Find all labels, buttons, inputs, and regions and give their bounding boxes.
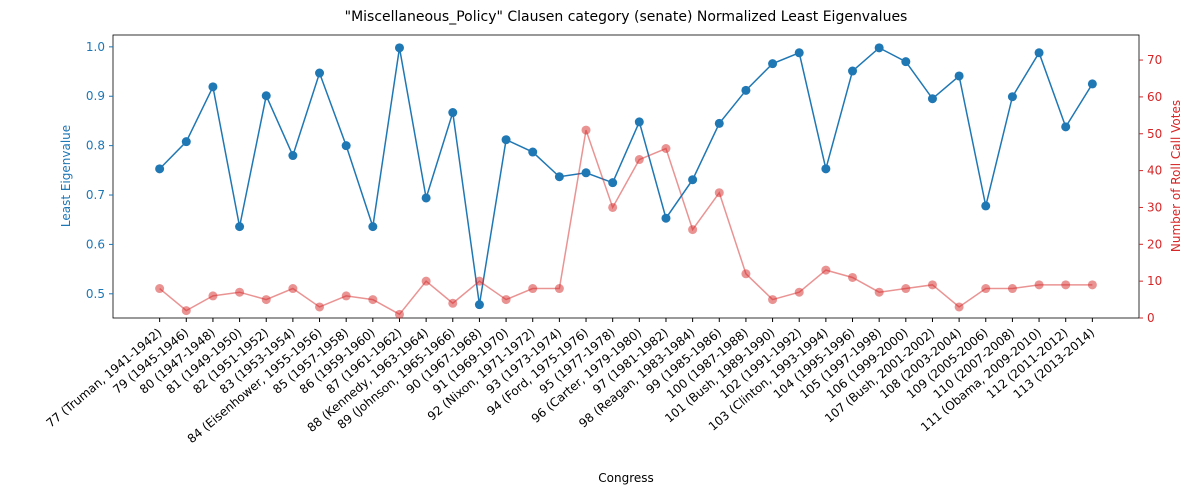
series-marker [954, 71, 964, 81]
series-marker [927, 280, 937, 290]
series-marker [768, 295, 778, 305]
series-marker [315, 68, 325, 78]
series-marker [741, 269, 751, 279]
y-tick-label: 0.9 [86, 89, 105, 103]
series-marker [155, 284, 165, 294]
series-marker [1007, 92, 1017, 102]
series-marker [554, 284, 564, 294]
series-marker [608, 178, 618, 188]
series-marker [1087, 280, 1097, 290]
series-marker [874, 43, 884, 53]
y-axis-label: Least Eigenvalue [59, 125, 73, 227]
series-marker [927, 94, 937, 104]
y2-tick-label: 40 [1147, 164, 1162, 178]
series-marker [528, 147, 538, 157]
series-marker [608, 202, 618, 212]
series-marker [315, 302, 325, 312]
series-marker [261, 91, 271, 101]
series-marker [901, 284, 911, 294]
series-marker [554, 172, 564, 182]
series-marker [981, 284, 991, 294]
series-marker [661, 143, 671, 153]
series-marker [448, 108, 458, 118]
series-marker [1034, 280, 1044, 290]
series-marker [155, 164, 165, 174]
series-marker [421, 276, 431, 286]
series-marker [341, 141, 351, 151]
series-marker [661, 213, 671, 223]
series-marker [181, 137, 191, 147]
series-marker [848, 272, 858, 282]
series-marker [394, 309, 404, 319]
y2-axis-label: Number of Roll Call Votes [1169, 100, 1183, 252]
series-marker [1034, 48, 1044, 58]
series-marker [208, 291, 218, 301]
series-marker [634, 155, 644, 165]
series-marker [261, 295, 271, 305]
series-marker [341, 291, 351, 301]
x-axis-label: Congress [598, 471, 654, 485]
series-marker [794, 48, 804, 58]
series-marker [368, 295, 378, 305]
series-marker [581, 125, 591, 135]
series-marker [874, 287, 884, 297]
series-marker [768, 59, 778, 69]
series-line [159, 46, 1093, 305]
series-marker [954, 302, 964, 312]
series-marker [474, 276, 484, 286]
y-tick-label: 0.8 [86, 139, 105, 153]
y2-tick-label: 10 [1147, 274, 1162, 288]
y-tick-label: 0.7 [86, 188, 105, 202]
series-marker [474, 300, 484, 310]
y2-tick-label: 20 [1147, 237, 1162, 251]
y2-tick-label: 60 [1147, 90, 1162, 104]
series-marker [501, 295, 511, 305]
series-marker [794, 287, 804, 297]
series-marker [848, 66, 858, 76]
series-marker [208, 82, 218, 92]
series-marker [688, 225, 698, 235]
chart-title: "Miscellaneous_Policy" Clausen category … [345, 9, 908, 25]
y-tick-label: 0.5 [86, 287, 105, 301]
series-marker [235, 287, 245, 297]
series-marker [235, 222, 245, 232]
y-tick-label: 0.6 [86, 237, 105, 251]
y-tick-label: 1.0 [86, 40, 105, 54]
series-marker [714, 118, 724, 128]
series-marker [394, 43, 404, 53]
y2-tick-label: 30 [1147, 200, 1162, 214]
series-marker [821, 164, 831, 174]
series-marker [981, 201, 991, 211]
series-marker [288, 151, 298, 161]
series-marker [421, 193, 431, 203]
series-marker [714, 188, 724, 198]
series-marker [181, 306, 191, 316]
series-marker [634, 117, 644, 127]
series-marker [1007, 284, 1017, 294]
series-marker [528, 284, 538, 294]
series-marker [288, 284, 298, 294]
series-marker [368, 222, 378, 232]
y2-tick-label: 0 [1147, 311, 1155, 325]
series-marker [1087, 79, 1097, 89]
series-marker [821, 265, 831, 275]
series-marker [901, 57, 911, 67]
y2-tick-label: 50 [1147, 127, 1162, 141]
series-marker [501, 135, 511, 145]
series-marker [741, 85, 751, 95]
y2-tick-label: 70 [1147, 53, 1162, 67]
series-marker [1061, 280, 1071, 290]
series-marker [688, 175, 698, 185]
series-marker [448, 298, 458, 308]
series-marker [1061, 122, 1071, 132]
series-marker [581, 168, 591, 178]
plot-frame [112, 34, 1140, 319]
series-line [159, 129, 1093, 316]
